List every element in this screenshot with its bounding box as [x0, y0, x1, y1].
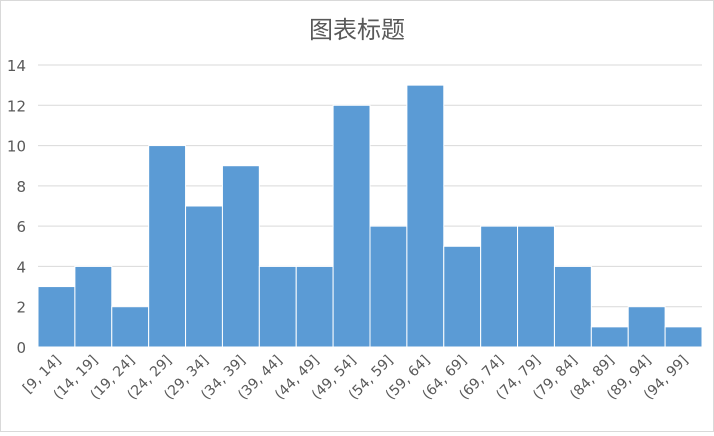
histogram-bar — [369, 225, 408, 348]
y-tick-label: 12 — [7, 97, 26, 115]
histogram-bar — [111, 306, 150, 348]
histogram-bar — [258, 265, 297, 348]
histogram-bar — [443, 245, 482, 348]
histogram-bar — [332, 104, 371, 348]
histogram-bar — [480, 225, 519, 348]
histogram-bar — [185, 205, 223, 348]
histogram-bar — [295, 265, 334, 348]
histogram-bar — [664, 326, 703, 348]
histogram-bar — [406, 84, 445, 348]
y-tick-label: 10 — [7, 138, 26, 156]
histogram-bar — [148, 145, 187, 348]
histogram-bar — [517, 225, 555, 348]
y-tick-label: 2 — [16, 299, 26, 317]
y-tick-label: 14 — [7, 57, 26, 75]
histogram-bar — [37, 286, 76, 348]
y-tick-label: 8 — [16, 178, 26, 196]
histogram-bar — [553, 265, 592, 348]
chart-title: 图表标题 — [309, 16, 405, 44]
y-tick-label: 6 — [16, 218, 26, 236]
histogram-bar — [74, 265, 113, 348]
y-tick-label: 0 — [16, 339, 26, 357]
y-tick-label: 4 — [16, 258, 26, 276]
histogram-bar — [221, 165, 260, 348]
histogram-bar — [590, 326, 629, 348]
histogram-bar — [627, 306, 666, 348]
